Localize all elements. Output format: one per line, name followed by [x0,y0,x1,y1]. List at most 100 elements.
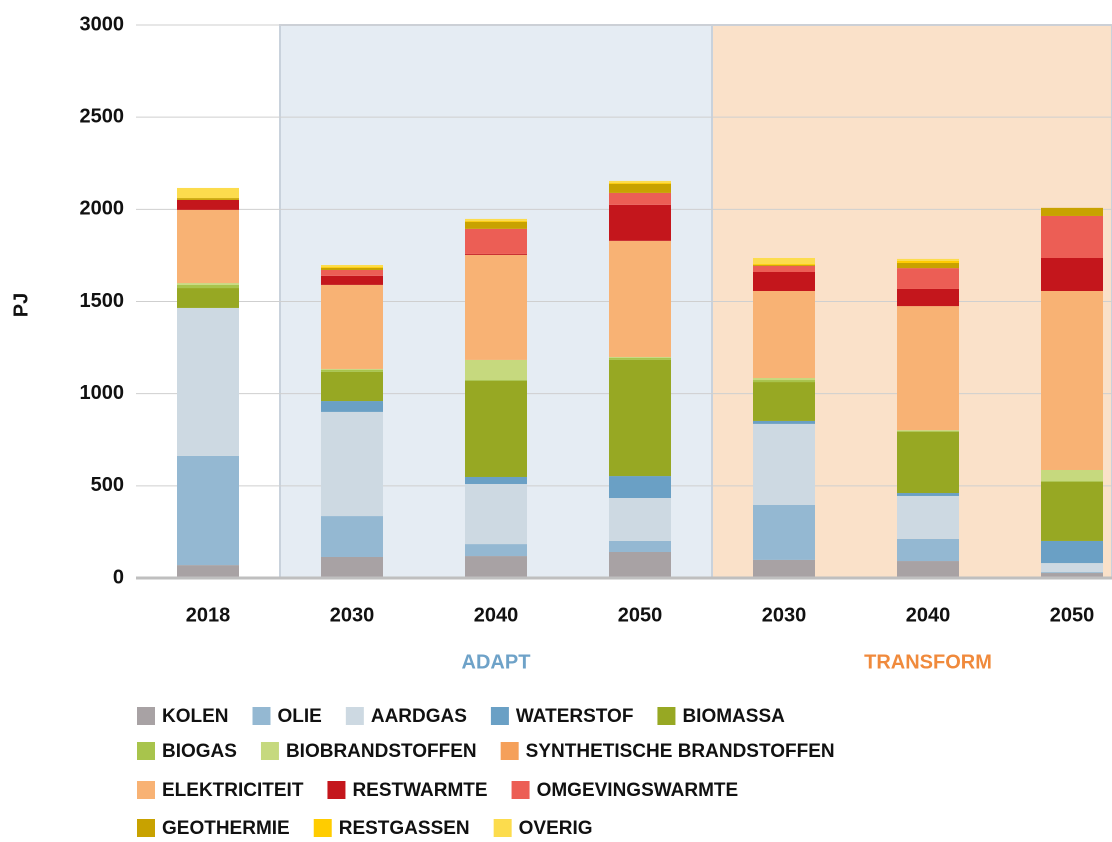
bar-segment [321,269,383,276]
bar-segment [897,260,959,263]
legend-label: RESTWARMTE [352,780,487,801]
y-tick-label: 1500 [80,290,125,312]
bar-segment [897,431,959,433]
legend-label: SYNTHETISCHE BRANDSTOFFEN [526,741,835,762]
bar-segment [321,369,383,372]
y-tick-label: 2000 [80,198,125,220]
legend-swatch [511,781,530,799]
bar-segment [177,283,239,285]
bar-segment [465,359,527,381]
bar-segment [177,209,239,284]
legend-label: BIOGAS [162,741,237,762]
legend-label: GEOTHERMIE [162,818,290,839]
legend-swatch [657,707,676,725]
x-tick-label: 2018 [186,604,231,626]
bar-segment [897,495,959,539]
y-tick-label: 3000 [80,13,125,35]
bar-segment [465,220,527,222]
bar-segment [465,544,527,557]
group-label: ADAPT [462,651,531,673]
bar-segment [1041,215,1103,258]
x-tick-label: 2040 [906,604,951,626]
bar-segment [321,265,383,268]
bar-segment [897,306,959,431]
bar-segment [177,288,239,308]
bar-segment [609,183,671,193]
bar-segment [609,497,671,541]
x-tick-label: 2050 [1050,604,1095,626]
bar-segment [1041,573,1103,578]
y-axis-label: PJ [10,293,32,317]
bar-segment [177,199,239,210]
bar-segment [609,182,671,184]
bar-segment [753,559,815,578]
bar-segment [465,556,527,578]
legend-swatch [500,742,519,760]
legend-swatch [137,781,155,799]
bar-segment [609,359,671,477]
bar-segment [897,268,959,289]
legend-swatch [327,781,346,799]
legend-label: RESTGASSEN [339,818,470,839]
bar-segment [753,382,815,421]
legend-swatch [260,742,279,760]
bar-segment [465,483,527,545]
legend-label: BIOBRANDSTOFFEN [286,741,477,762]
bar-segment [465,228,527,254]
bar-segment [465,254,527,360]
bar-segment [1041,257,1103,291]
bar-segment [897,262,959,269]
legend-label: WATERSTOF [516,706,634,727]
x-tick-label: 2030 [762,604,807,626]
bar-segment [177,284,239,289]
bar-segment [1041,563,1103,573]
bar-segment [321,411,383,517]
bar-segment [753,380,815,383]
bar-segment [321,401,383,412]
bar-segment [609,540,671,553]
bar-segment [321,371,383,402]
bar-segment [465,380,527,477]
y-tick-label: 1000 [80,382,125,404]
bar-segment [321,284,383,369]
bar-segment [1041,540,1103,564]
y-tick-label: 500 [91,474,124,496]
bar-segment [753,505,815,560]
bar-segment [609,552,671,578]
bar-segment [1041,207,1103,216]
legend-label: ELEKTRICITEIT [162,780,304,801]
bar-segment [609,192,671,205]
bar-segment [609,476,671,498]
bar-segment [1041,481,1103,541]
bar-segment [897,288,959,307]
group-label: TRANSFORM [864,651,992,673]
bar-segment [1041,290,1103,470]
bar-segment [753,290,815,378]
bar-segment [897,430,959,432]
bar-segment [177,198,239,200]
bar-segment [1041,481,1103,482]
bar-segment [321,556,383,578]
y-tick-label: 2500 [80,105,125,127]
legend-label: KOLEN [162,706,229,727]
bar-segment [897,432,959,494]
bar-segment [753,264,815,266]
legend-label: AARDGAS [371,706,467,727]
y-tick-label: 0 [113,566,124,588]
bar-segment [753,272,815,291]
bar-segment [321,267,383,268]
bar-segment [753,377,815,381]
bar-segment [897,493,959,496]
legend-label: OLIE [278,706,322,727]
legend-swatch [493,819,512,837]
bar-segment [753,423,815,506]
legend-swatch [345,707,364,725]
bar-segment [609,204,671,241]
bar-segment [465,476,527,484]
legend-swatch [137,707,155,725]
bar-segment [321,516,383,557]
bar-segment [753,257,815,265]
legend-swatch [137,819,155,837]
legend-swatch [490,707,509,725]
